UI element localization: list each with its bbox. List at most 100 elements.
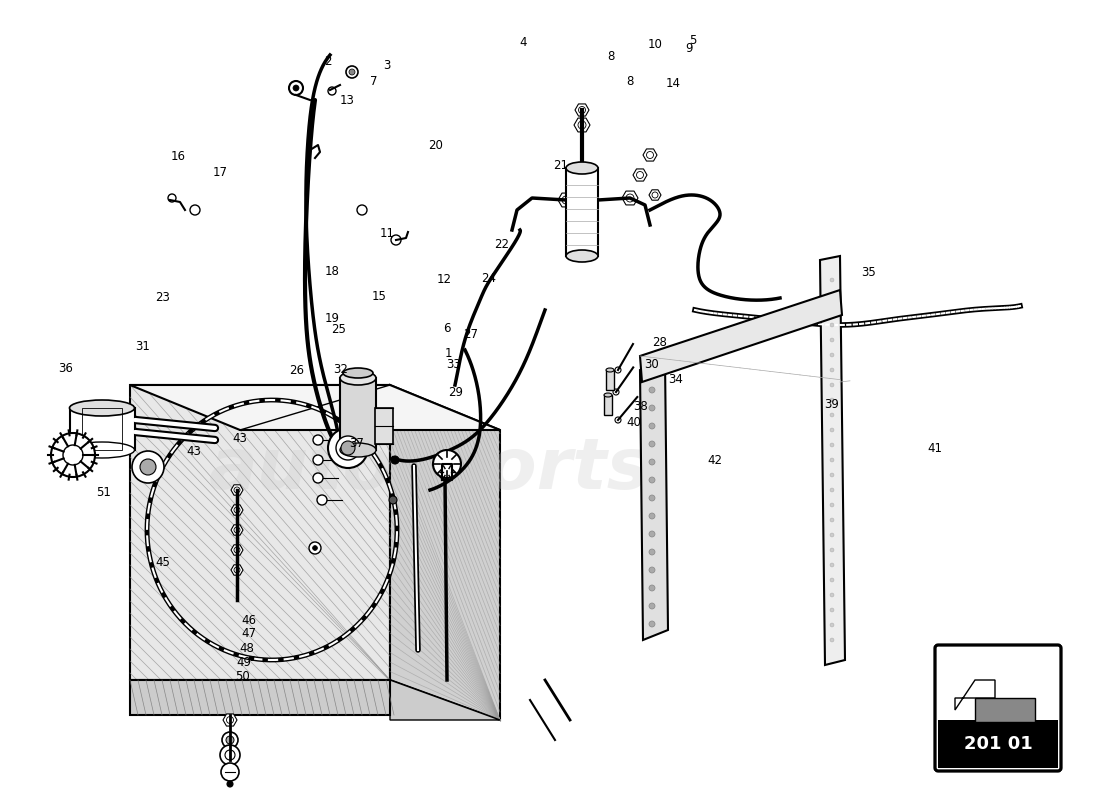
Circle shape xyxy=(649,585,654,591)
Polygon shape xyxy=(231,485,243,495)
Text: 51: 51 xyxy=(96,486,111,499)
Circle shape xyxy=(649,567,654,573)
Circle shape xyxy=(289,81,302,95)
Text: 24: 24 xyxy=(481,272,496,285)
Circle shape xyxy=(830,533,834,537)
Circle shape xyxy=(830,323,834,327)
Polygon shape xyxy=(390,680,501,720)
Circle shape xyxy=(328,87,336,95)
Circle shape xyxy=(358,205,367,215)
Circle shape xyxy=(830,503,834,507)
Circle shape xyxy=(652,192,658,198)
Circle shape xyxy=(637,171,644,178)
Polygon shape xyxy=(820,256,845,665)
Circle shape xyxy=(168,194,176,202)
Circle shape xyxy=(293,85,299,91)
Ellipse shape xyxy=(566,250,598,262)
Circle shape xyxy=(830,473,834,477)
Text: 8: 8 xyxy=(607,50,614,62)
Circle shape xyxy=(830,428,834,432)
Circle shape xyxy=(336,436,360,460)
Circle shape xyxy=(578,121,586,129)
Circle shape xyxy=(51,433,95,477)
Text: 40: 40 xyxy=(626,416,641,429)
Text: 2: 2 xyxy=(324,55,331,68)
Circle shape xyxy=(649,441,654,447)
Circle shape xyxy=(830,563,834,567)
Text: 43: 43 xyxy=(232,432,248,445)
Polygon shape xyxy=(231,505,243,515)
Circle shape xyxy=(830,443,834,447)
Circle shape xyxy=(234,507,240,513)
Polygon shape xyxy=(223,714,236,726)
Text: 15: 15 xyxy=(372,290,387,302)
Text: 34: 34 xyxy=(668,373,683,386)
Circle shape xyxy=(579,106,585,114)
Circle shape xyxy=(439,464,455,480)
Circle shape xyxy=(346,66,358,78)
Text: 6: 6 xyxy=(443,322,450,334)
Text: 22: 22 xyxy=(494,238,509,251)
Text: 12: 12 xyxy=(437,273,452,286)
Text: 17: 17 xyxy=(212,166,228,179)
Circle shape xyxy=(234,487,240,493)
Circle shape xyxy=(649,621,654,627)
Circle shape xyxy=(647,151,653,158)
Text: 36: 36 xyxy=(58,362,74,374)
Text: 5: 5 xyxy=(690,34,696,46)
Text: 50: 50 xyxy=(234,670,250,682)
Circle shape xyxy=(649,531,654,537)
Circle shape xyxy=(226,736,234,744)
Circle shape xyxy=(234,527,240,533)
Text: 49: 49 xyxy=(236,656,252,669)
Circle shape xyxy=(390,235,402,245)
Circle shape xyxy=(389,496,397,504)
Circle shape xyxy=(830,368,834,372)
Polygon shape xyxy=(955,680,996,710)
Circle shape xyxy=(132,451,164,483)
Circle shape xyxy=(830,488,834,492)
Circle shape xyxy=(433,450,461,478)
Text: 16: 16 xyxy=(170,150,186,163)
Polygon shape xyxy=(130,385,390,680)
Circle shape xyxy=(234,547,240,553)
Text: 18: 18 xyxy=(324,265,340,278)
Circle shape xyxy=(830,293,834,297)
Text: 38: 38 xyxy=(632,400,648,413)
Polygon shape xyxy=(575,104,589,116)
Circle shape xyxy=(830,413,834,417)
Polygon shape xyxy=(621,191,638,205)
Text: 28: 28 xyxy=(652,336,668,349)
Polygon shape xyxy=(574,118,590,132)
Bar xyxy=(604,395,612,415)
Text: 41: 41 xyxy=(927,442,943,454)
Text: 32: 32 xyxy=(333,363,349,376)
Text: 26: 26 xyxy=(289,364,305,377)
Ellipse shape xyxy=(340,443,376,457)
Text: 10: 10 xyxy=(648,38,663,50)
Text: 21: 21 xyxy=(553,159,569,172)
Circle shape xyxy=(649,423,654,429)
Circle shape xyxy=(221,763,239,781)
Text: 7: 7 xyxy=(371,75,377,88)
Ellipse shape xyxy=(606,368,614,372)
Text: 29: 29 xyxy=(448,386,463,398)
Circle shape xyxy=(390,456,399,464)
Circle shape xyxy=(649,603,654,609)
Circle shape xyxy=(830,353,834,357)
Bar xyxy=(375,408,393,444)
Text: 46: 46 xyxy=(241,614,256,626)
Text: 11: 11 xyxy=(379,227,395,240)
Circle shape xyxy=(341,441,355,455)
Text: 27: 27 xyxy=(463,328,478,341)
Circle shape xyxy=(649,495,654,501)
Text: 37: 37 xyxy=(349,437,364,450)
Circle shape xyxy=(226,750,235,760)
Circle shape xyxy=(615,367,622,373)
Circle shape xyxy=(830,638,834,642)
Circle shape xyxy=(613,389,619,395)
Text: 13: 13 xyxy=(340,94,355,106)
Text: 25: 25 xyxy=(331,323,346,336)
Circle shape xyxy=(830,578,834,582)
Circle shape xyxy=(830,398,834,402)
